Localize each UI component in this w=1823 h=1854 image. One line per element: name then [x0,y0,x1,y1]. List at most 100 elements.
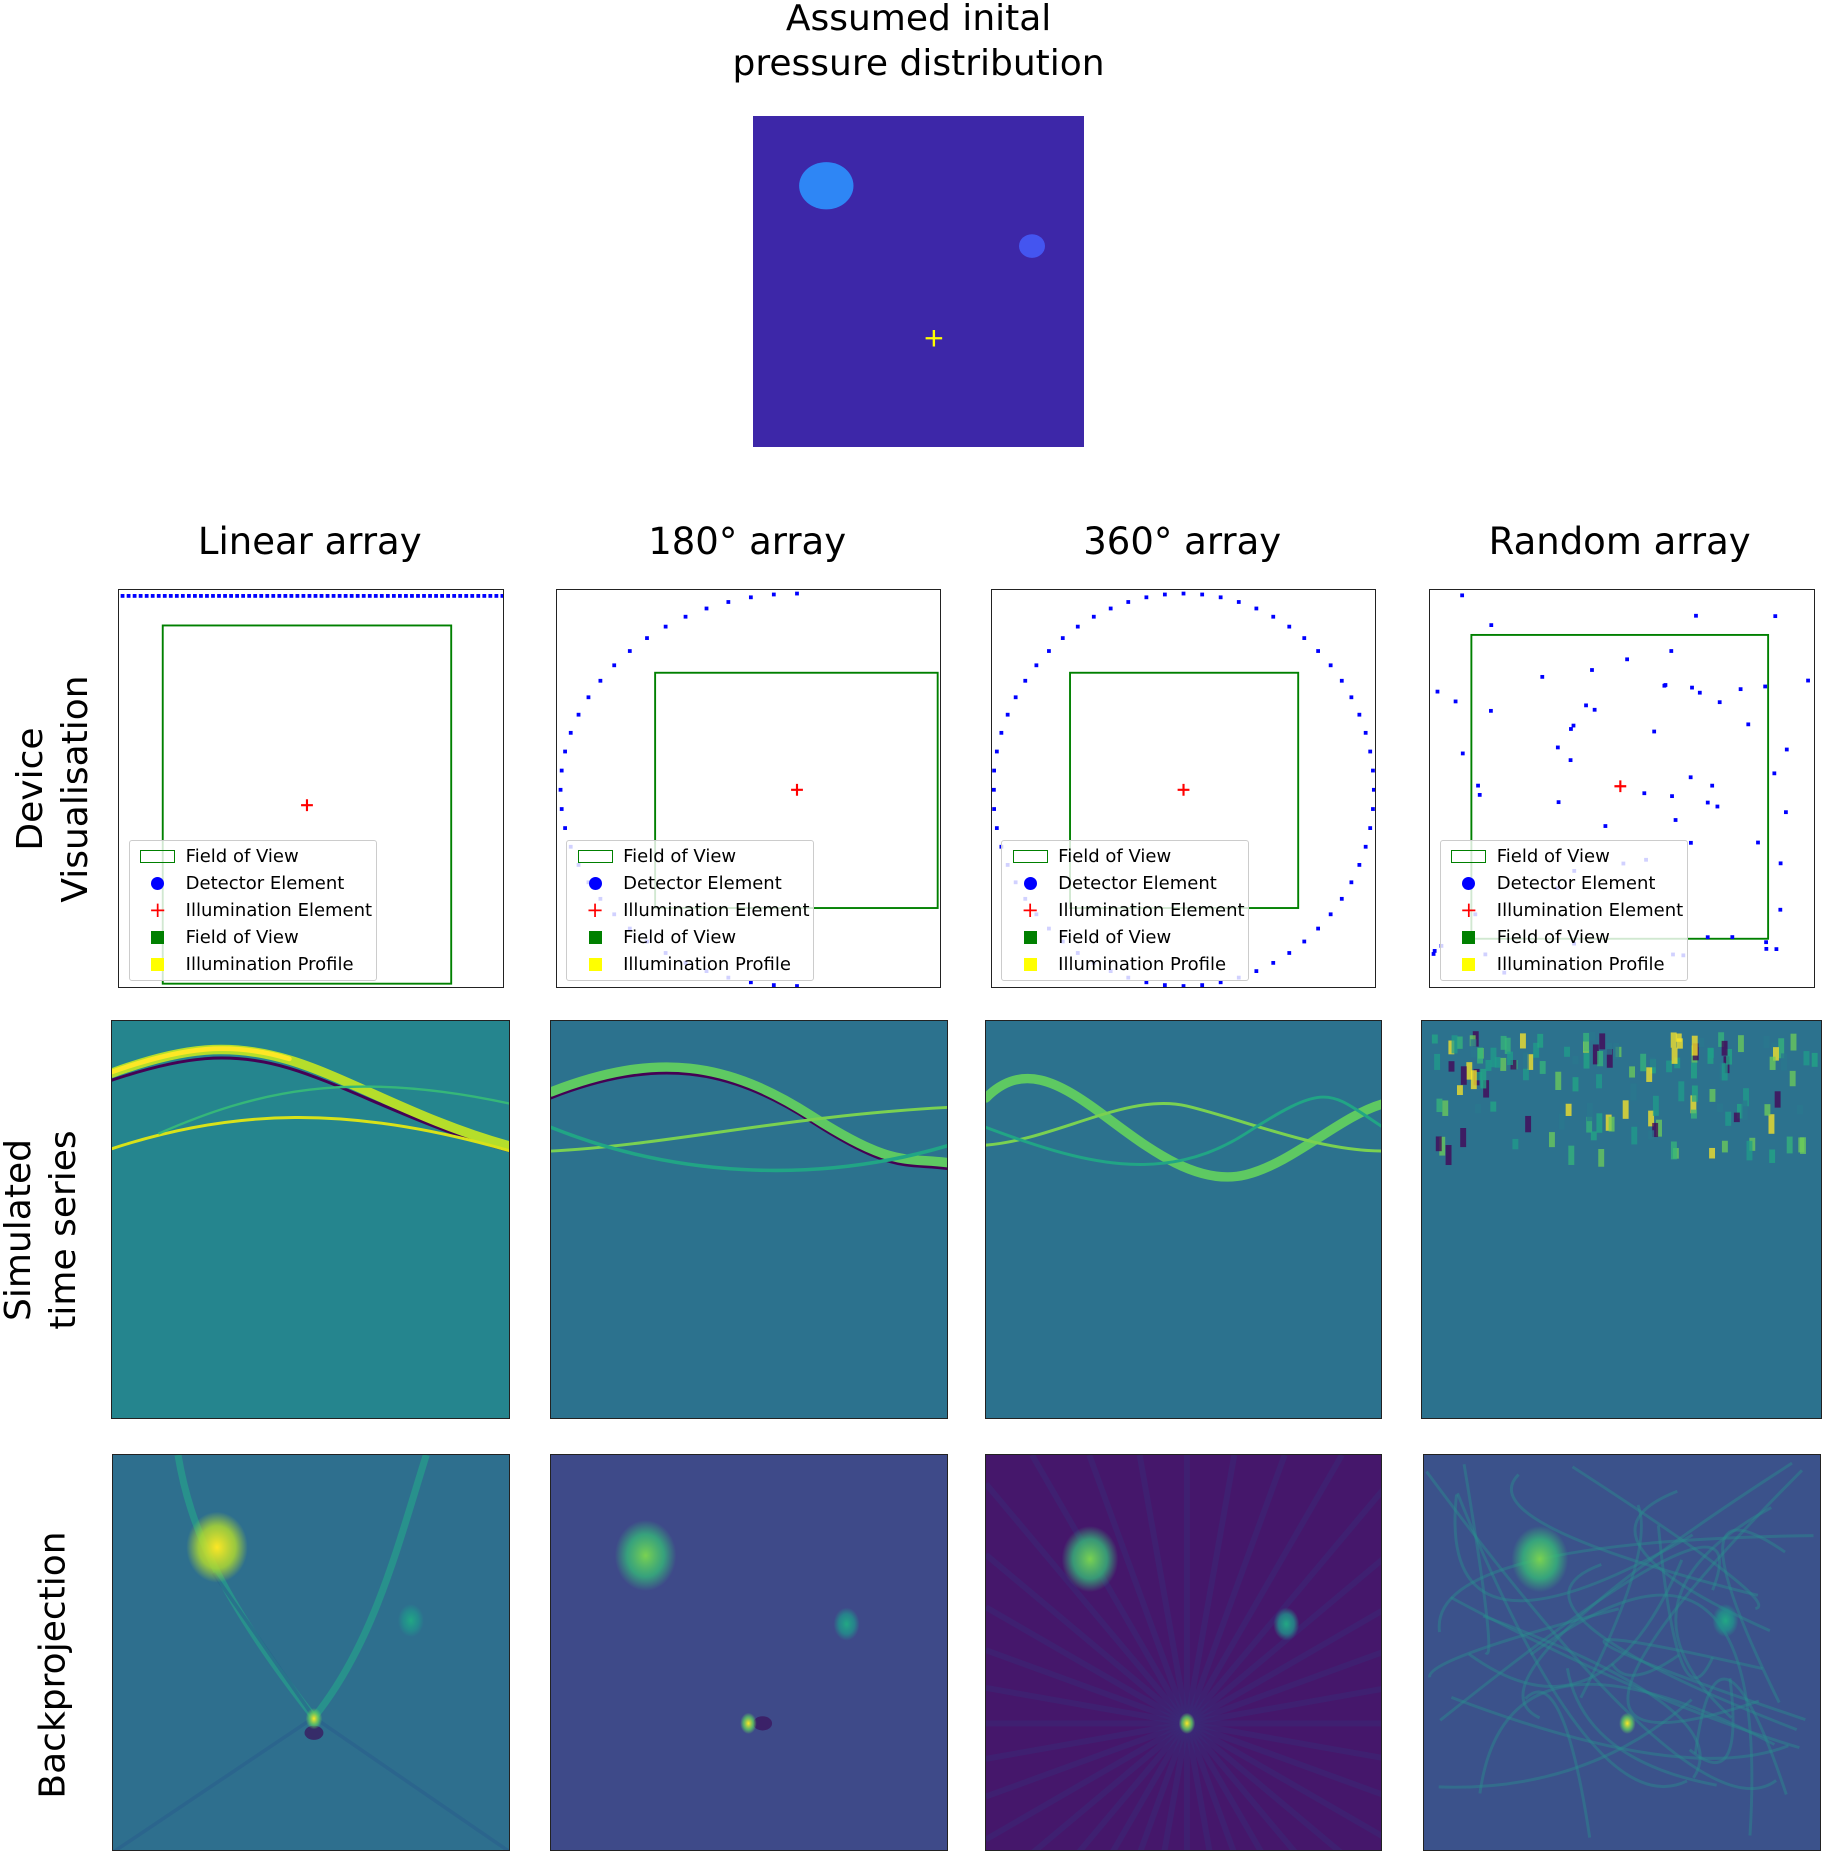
detector-element [169,593,173,598]
detector-element [325,593,330,598]
signal-burst [1431,1034,1438,1044]
detector-element [1363,730,1368,735]
detector-element [1144,595,1148,599]
negative-artifact [304,1725,324,1741]
detector-element [392,593,396,598]
signal-burst [1649,1057,1656,1068]
streak-artifact [1184,1721,1343,1851]
detector-element [562,749,567,754]
detector-element [586,695,590,699]
signal-burst [1725,1111,1732,1127]
detector-element [283,593,288,598]
time-series-panel-plot [1422,1021,1821,1418]
detector-element [1460,593,1465,597]
detector-element [1489,622,1494,627]
detector-element [1764,946,1769,951]
wavefront [985,1095,1382,1167]
signal-burst [1439,1137,1446,1156]
detector-element [1454,699,1458,704]
legend-label: Illumination Element [1058,900,1245,922]
signal-burst [1512,1139,1519,1150]
pressure-background [753,115,1085,447]
signal-burst [1549,1132,1555,1148]
illumination-element [1614,780,1627,792]
detector-element [999,844,1003,849]
artifact-arc [1524,1690,1592,1838]
detector-element [277,593,282,598]
signal-burst [1709,1089,1716,1103]
streak-artifact [1161,1722,1190,1851]
signal-burst [1527,1054,1534,1071]
streak-artifact [1184,1455,1345,1725]
detector-element [1779,861,1783,865]
signal-burst [1466,1062,1473,1080]
artifact-arc [1439,1698,1693,1789]
signal-burst [1798,1137,1805,1153]
detector-element [163,593,167,598]
detector-element [1584,703,1589,708]
signal-burst [1790,1033,1797,1051]
signal-burst [1690,1095,1697,1114]
detector-element [1718,700,1722,704]
streak-artifact [985,1685,1188,1727]
point-absorber-reconstruction [1178,1712,1196,1735]
detector-element [1772,771,1777,775]
detector-element [1603,823,1608,828]
streak-artifact [985,1647,1188,1727]
detector-element [748,595,753,599]
wavefront-shadow [550,1071,948,1171]
column-title: 360° array [1083,520,1282,564]
signal-burst [1500,1058,1507,1072]
wavefront [985,1102,1382,1153]
detector-element [991,787,996,792]
detector-element [1706,800,1710,805]
detector-element [337,593,342,598]
artifact-arc [1566,1668,1718,1787]
backprojection-background [1424,1455,1820,1851]
detector-element [259,593,264,598]
time-series-panel-plot [112,1021,509,1418]
artifact-arc [1689,1678,1735,1765]
detector-element [319,593,324,598]
artifact-arc [1468,1559,1684,1689]
signal-burst [1764,1104,1771,1116]
detector-element [1287,624,1291,629]
wavefront-peak [112,1046,292,1075]
detector-element [1763,684,1768,689]
detector-element [1489,708,1494,713]
signal-burst [1773,1047,1779,1061]
signal-burst [1718,1032,1725,1048]
detector-element [307,593,312,598]
detector-element [1363,844,1368,849]
signal-burst [1797,1105,1803,1115]
artifact-arc [1521,1462,1794,1720]
large-absorber [799,161,854,210]
backprojection-panel [549,1454,949,1852]
legend-entry: Field of View [1002,843,1248,870]
legend-label: Illumination Profile [1058,954,1227,976]
detector-element [1461,751,1465,756]
signal-burst [1539,1061,1546,1075]
detector-element [1339,678,1344,683]
detector-element [217,593,222,598]
legend-entry: Illumination Profile [1441,951,1687,978]
signal-burst [1586,1103,1593,1122]
backprojection-panel-plot [113,1455,509,1851]
signal-burst [1652,1096,1659,1117]
detector-element [386,593,390,598]
detector-element [1060,635,1065,640]
detector-element [991,768,996,773]
legend-dot-icon [1002,877,1058,891]
illumination-element [790,783,803,796]
signal-burst [1565,1104,1572,1117]
detector-element [1339,896,1344,901]
signal-burst [1596,1074,1603,1089]
detector-element [663,624,668,629]
signal-burst [1598,1149,1605,1167]
streak-artifact [1184,1487,1382,1726]
detector-element [1370,768,1375,773]
column-title: Random array [1488,520,1751,564]
detector-element [1126,599,1130,604]
signal-burst [1743,1088,1749,1107]
signal-burst [1590,1131,1597,1141]
